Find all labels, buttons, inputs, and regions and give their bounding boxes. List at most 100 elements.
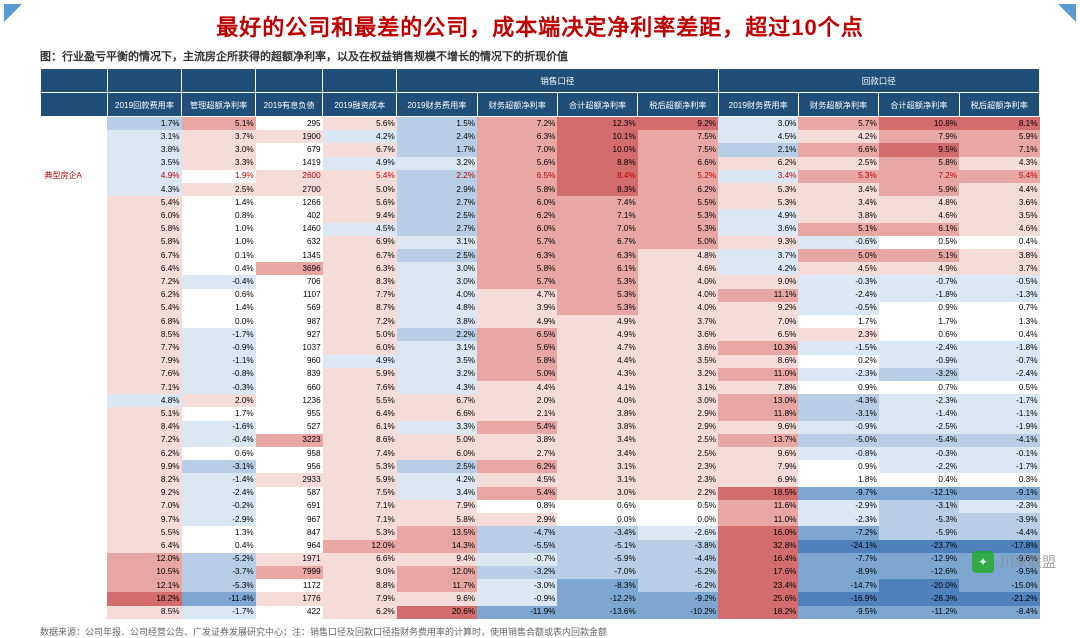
data-cell: -2.3% (959, 500, 1039, 513)
data-cell: 4.3% (397, 381, 477, 394)
data-cell: 9.6% (718, 421, 798, 434)
data-cell: 5.0% (323, 183, 397, 196)
group-header-blank (41, 69, 108, 93)
data-cell: 7.9% (879, 130, 959, 143)
data-cell: 6.3% (323, 262, 397, 275)
table-row: 7.1%-0.3%6607.6%4.3%4.4%4.1%3.1%7.8%0.9%… (41, 381, 1040, 394)
data-cell: -2.4% (182, 487, 256, 500)
data-cell: -0.2% (182, 500, 256, 513)
data-cell: -0.3% (798, 275, 878, 288)
data-cell: -5.2% (638, 566, 718, 579)
data-cell: -6.2% (638, 579, 718, 592)
col-header: 2019财务费用率 (718, 93, 798, 117)
data-cell: -11.9% (477, 606, 557, 619)
data-cell: 2.5% (397, 209, 477, 222)
data-cell: 1.0% (182, 223, 256, 236)
data-cell: 7.1% (323, 500, 397, 513)
data-cell: 958 (256, 447, 323, 460)
data-cell: 4.2% (798, 130, 878, 143)
data-cell: 3.4% (798, 183, 878, 196)
data-cell: 2.5% (182, 183, 256, 196)
data-cell: 13.7% (718, 434, 798, 447)
data-cell: -2.4% (879, 341, 959, 354)
data-cell: 12.0% (397, 566, 477, 579)
data-cell: 9.2% (638, 117, 718, 131)
data-cell: 5.3% (638, 223, 718, 236)
table-row: 1.7%5.1%2955.6%1.5%7.2%12.3%9.2%3.0%5.7%… (41, 117, 1040, 131)
data-cell: 422 (256, 606, 323, 619)
row-label (41, 487, 108, 500)
data-cell: 8.5% (107, 328, 181, 341)
data-cell: -0.4% (182, 275, 256, 288)
data-cell: 1172 (256, 579, 323, 592)
data-cell: 6.4% (107, 262, 181, 275)
data-cell: 8.4% (107, 421, 181, 434)
data-cell: 5.6% (323, 196, 397, 209)
data-cell: -2.5% (879, 421, 959, 434)
data-cell: -24.1% (798, 540, 878, 553)
table-row: 3.8%3.0%6796.7%1.7%7.0%10.0%7.5%2.1%6.6%… (41, 143, 1040, 156)
data-cell: 5.6% (477, 157, 557, 170)
data-cell: 5.8% (477, 355, 557, 368)
data-cell: -4.1% (959, 434, 1039, 447)
data-cell: -0.9% (182, 341, 256, 354)
data-cell: -5.2% (182, 553, 256, 566)
data-cell: 3.1% (397, 341, 477, 354)
table-row: 8.4%-1.6%5276.1%3.3%5.4%3.8%2.9%9.6%-0.9… (41, 421, 1040, 434)
data-cell: -7.2% (798, 526, 878, 539)
data-cell: 4.9% (107, 170, 181, 183)
data-cell: 3.2% (638, 368, 718, 381)
data-cell: 527 (256, 421, 323, 434)
data-cell: -1.1% (959, 407, 1039, 420)
data-cell: 2.2% (397, 328, 477, 341)
data-cell: 16.0% (718, 526, 798, 539)
data-cell: 20.6% (397, 606, 477, 619)
data-cell: 0.3% (959, 473, 1039, 486)
table-row: 6.8%0.0%9877.2%3.8%4.9%4.9%3.7%7.0%1.7%1… (41, 315, 1040, 328)
row-label (41, 606, 108, 619)
data-cell: 4.2% (323, 130, 397, 143)
data-cell: -8.9% (798, 566, 878, 579)
data-cell: -14.7% (798, 579, 878, 592)
data-cell: 3.4% (557, 447, 637, 460)
data-cell: 1.7% (798, 315, 878, 328)
table-row: 7.7%-0.9%10376.0%3.1%5.6%4.7%3.6%10.3%-1… (41, 341, 1040, 354)
data-cell: 3223 (256, 434, 323, 447)
data-cell: 3.6% (959, 196, 1039, 209)
data-cell: 5.8% (397, 513, 477, 526)
data-cell: 1.7% (107, 117, 181, 131)
data-cell: 3.5% (638, 355, 718, 368)
data-cell: 2.5% (397, 249, 477, 262)
row-label (41, 407, 108, 420)
data-cell: 2.9% (638, 421, 718, 434)
data-cell: 3.1% (557, 473, 637, 486)
group-header-blank (182, 69, 256, 93)
data-cell: 839 (256, 368, 323, 381)
data-cell: 964 (256, 540, 323, 553)
data-cell: 8.2% (107, 473, 181, 486)
data-cell: 4.9% (477, 315, 557, 328)
group-header-sales: 销售口径 (397, 69, 718, 93)
table-row: 5.4%1.4%12665.6%2.7%6.0%7.4%5.5%5.3%3.4%… (41, 196, 1040, 209)
data-cell: 8.1% (959, 117, 1039, 131)
data-cell: -2.3% (879, 394, 959, 407)
data-cell: 6.2% (638, 183, 718, 196)
data-cell: -0.8% (798, 447, 878, 460)
data-cell: -20.0% (879, 579, 959, 592)
data-cell: 2.5% (638, 434, 718, 447)
data-cell: 9.9% (107, 460, 181, 473)
data-cell: 2.2% (397, 170, 477, 183)
footnote: 数据来源：公司年报、公司经营公告、广发证券发展研究中心；注：销售口径及回款口径指… (0, 619, 1080, 638)
table-row: 9.7%-2.9%9677.1%5.8%2.9%0.0%0.0%11.0%-2.… (41, 513, 1040, 526)
data-cell: -1.7% (182, 606, 256, 619)
row-label (41, 473, 108, 486)
data-cell: 402 (256, 209, 323, 222)
data-cell: 7.0% (477, 143, 557, 156)
row-label: 典型房企A (41, 170, 108, 183)
watermark: ✦ 川采联盟 (972, 551, 1056, 573)
data-cell: 0.0% (638, 513, 718, 526)
data-cell: 4.4% (959, 183, 1039, 196)
data-cell: 1.9% (182, 170, 256, 183)
data-cell: 4.8% (397, 302, 477, 315)
data-cell: 3.0% (397, 262, 477, 275)
